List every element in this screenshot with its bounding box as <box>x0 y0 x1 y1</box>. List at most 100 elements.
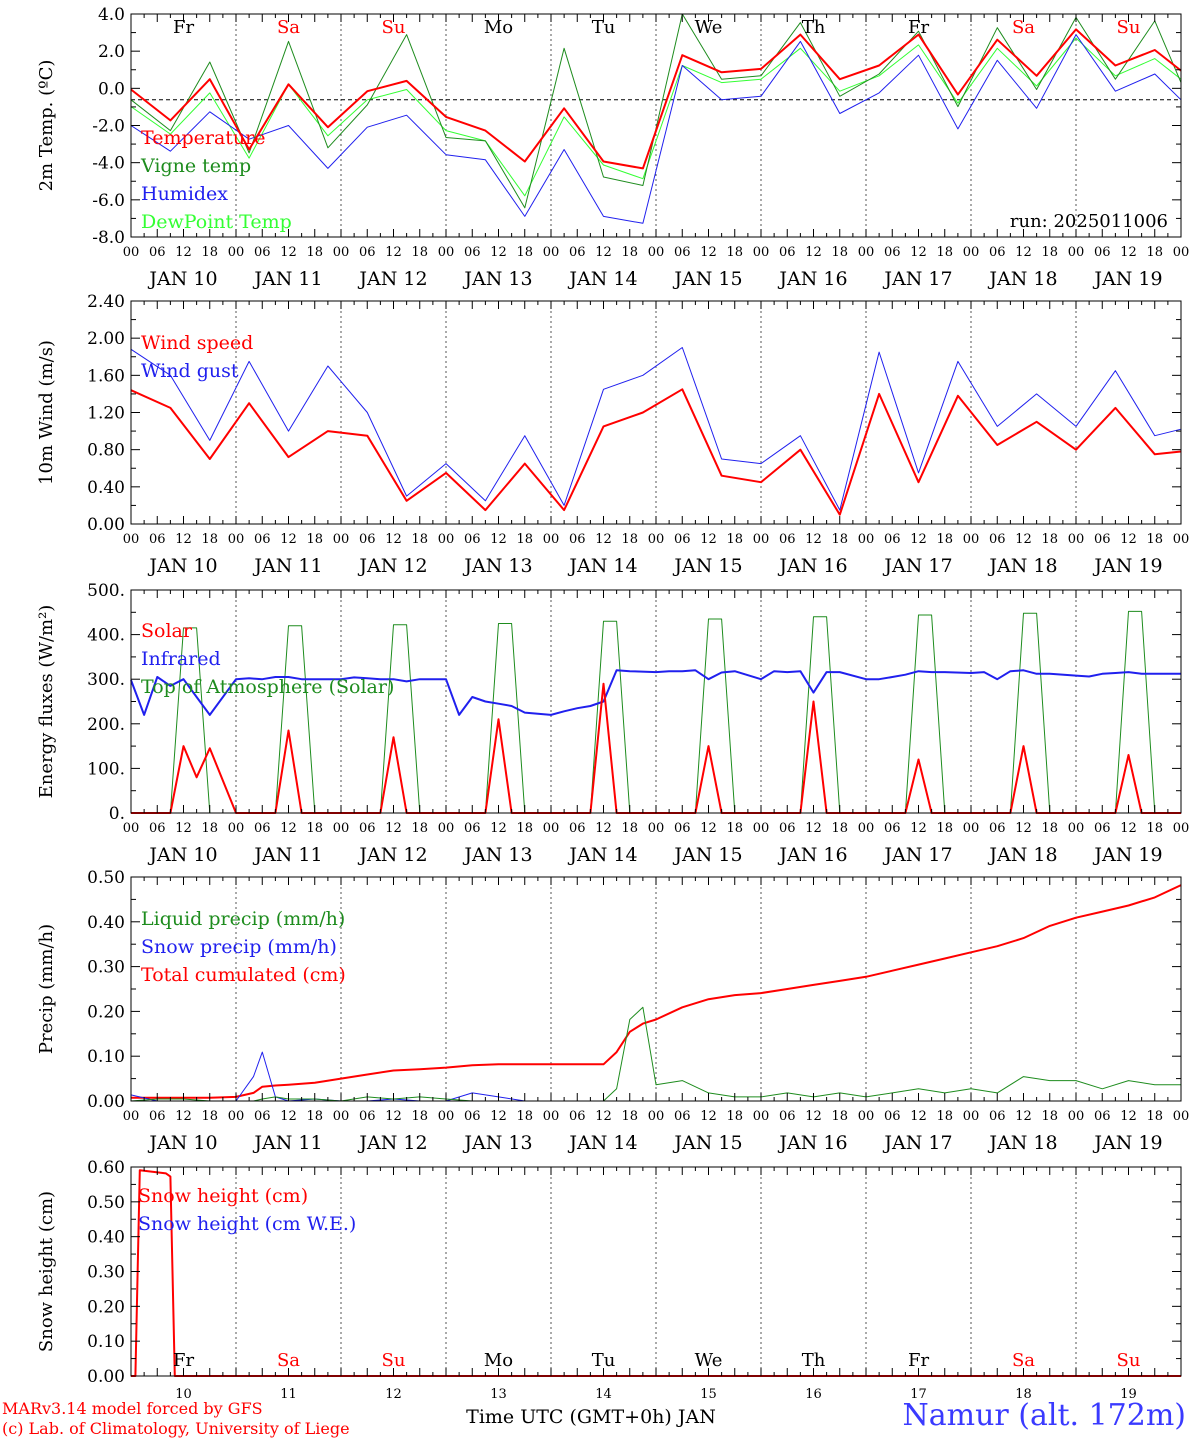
x-hour-label: 00 <box>963 1109 980 1124</box>
y-tick-label: 2.0 <box>98 42 125 62</box>
day-name-label: We <box>695 1350 723 1371</box>
x-hour-label: 12 <box>910 245 927 260</box>
x-hour-label: 00 <box>1068 532 1085 547</box>
x-hour-label: 18 <box>411 821 428 836</box>
x-date-label: JAN 11 <box>252 555 322 577</box>
panel-wind: 0.00 0.40 0.80 1.20 1.60 2.00 2.40 10m Wind (m/… <box>36 292 1189 577</box>
x-hour-label: 00 <box>858 821 875 836</box>
day-name-label: Mo <box>484 1350 513 1371</box>
legend-entry: Total cumulated (cm) <box>141 964 346 986</box>
x-hour-label: 00 <box>963 245 980 260</box>
x-hour-label: 12 <box>385 245 402 260</box>
x-hour-label: 18 <box>306 821 323 836</box>
x-hour-label: 12 <box>595 245 612 260</box>
x-hour-label: 00 <box>438 245 455 260</box>
legend-entry: DewPoint Temp <box>141 211 292 233</box>
x-date-label: JAN 13 <box>462 1132 532 1154</box>
day-name-label: Th <box>802 17 826 38</box>
x-hour-label: 18 <box>411 1109 428 1124</box>
x-hour-label: 18 <box>1041 821 1058 836</box>
x-day-number: 19 <box>1120 1387 1137 1402</box>
x-date-label: JAN 17 <box>882 844 952 866</box>
x-hour-label: 00 <box>123 1109 140 1124</box>
day-name-label: We <box>695 17 723 38</box>
x-date-label: JAN 15 <box>672 268 742 290</box>
x-hour-label: 12 <box>1120 245 1137 260</box>
station-label: Namur (alt. 172m) <box>902 1398 1186 1433</box>
panel-snow: 0.00 0.10 0.20 0.30 0.40 0.50 0.60 Snow height … <box>36 1158 1182 1428</box>
x-date-label: JAN 15 <box>672 1132 742 1154</box>
x-hour-label: 18 <box>1146 532 1163 547</box>
y-tick-label: 0.30 <box>87 1263 125 1283</box>
x-hour-label: 00 <box>753 821 770 836</box>
x-hour-label: 18 <box>201 821 218 836</box>
legend-entry: Snow height (cm W.E.) <box>138 1213 356 1235</box>
legend-entry: Top of Atmosphere (Solar) <box>141 676 394 698</box>
y-tick-label: -4.0 <box>92 154 125 174</box>
y-tick-label: 0.60 <box>87 1158 125 1178</box>
x-date-label: JAN 14 <box>567 844 637 866</box>
x-hour-label: 12 <box>595 532 612 547</box>
day-name-label: Mo <box>484 17 513 38</box>
x-date-label: JAN 10 <box>147 268 217 290</box>
y-tick-label: 0.00 <box>87 1092 125 1112</box>
y-tick-label: -8.0 <box>92 228 125 248</box>
x-hour-label: 12 <box>700 1109 717 1124</box>
x-hour-label: 12 <box>1015 245 1032 260</box>
series-line-total-cumulated-cm <box>131 884 1182 1099</box>
x-hour-label: 12 <box>805 821 822 836</box>
x-hour-label: 00 <box>438 532 455 547</box>
x-hour-label: 06 <box>569 821 586 836</box>
x-axis-title: Time UTC (GMT+0h) JAN <box>466 1406 716 1428</box>
x-hour-label: 18 <box>306 1109 323 1124</box>
x-hour-label: 18 <box>726 1109 743 1124</box>
x-day-number: 13 <box>490 1387 507 1402</box>
x-date-label: JAN 16 <box>777 1132 847 1154</box>
x-hour-label: 06 <box>989 1109 1006 1124</box>
x-hour-label: 06 <box>1094 532 1111 547</box>
x-hour-label: 12 <box>385 532 402 547</box>
series-line-wind-gust <box>130 347 1182 511</box>
x-hour-label: 00 <box>753 532 770 547</box>
x-hour-label: 12 <box>1120 1109 1137 1124</box>
x-date-label: JAN 14 <box>567 1132 637 1154</box>
x-hour-label: 18 <box>201 245 218 260</box>
x-hour-label: 12 <box>280 532 297 547</box>
y-tick-label: 300. <box>87 670 125 690</box>
x-hour-label: 06 <box>254 821 271 836</box>
x-hour-label: 06 <box>149 1109 166 1124</box>
x-hour-label: 00 <box>438 821 455 836</box>
x-hour-label: 18 <box>831 532 848 547</box>
x-hour-label: 00 <box>228 245 245 260</box>
x-hour-label: 18 <box>621 245 638 260</box>
y-tick-label: -2.0 <box>92 117 125 137</box>
y-tick-label: 0.00 <box>87 1367 125 1387</box>
y-tick-label: 100. <box>87 759 125 779</box>
x-date-label: JAN 17 <box>882 1132 952 1154</box>
x-hour-label: 00 <box>228 1109 245 1124</box>
x-hour-label: 06 <box>464 821 481 836</box>
y-tick-label: 1.20 <box>87 404 125 424</box>
x-hour-label: 00 <box>858 1109 875 1124</box>
legend-entry: Temperature <box>141 127 265 149</box>
x-hour-label: 12 <box>700 245 717 260</box>
x-date-label: JAN 17 <box>882 555 952 577</box>
panel-precip: 0.00 0.10 0.20 0.30 0.40 0.50 Precip (mm/h) 00 0… <box>36 868 1189 1154</box>
x-day-number: 14 <box>595 1387 612 1402</box>
x-hour-label: 00 <box>333 1109 350 1124</box>
y-tick-label: 4.0 <box>98 5 125 25</box>
day-name-label: Sa <box>1012 1350 1035 1371</box>
x-hour-label: 00 <box>1173 245 1190 260</box>
x-hour-label: 06 <box>569 1109 586 1124</box>
y-axis-title: Energy fluxes (W/m²) <box>36 605 57 799</box>
x-hour-label: 00 <box>648 821 665 836</box>
day-name-label: Fr <box>173 1350 194 1371</box>
y-tick-label: 2.40 <box>87 292 125 312</box>
legend-entry: Snow precip (mm/h) <box>141 936 337 958</box>
x-hour-label: 12 <box>1120 532 1137 547</box>
y-tick-label: 0.50 <box>87 1193 125 1213</box>
x-hour-label: 18 <box>621 532 638 547</box>
x-hour-label: 18 <box>936 532 953 547</box>
x-hour-label: 18 <box>1041 532 1058 547</box>
x-hour-label: 00 <box>1173 1109 1190 1124</box>
